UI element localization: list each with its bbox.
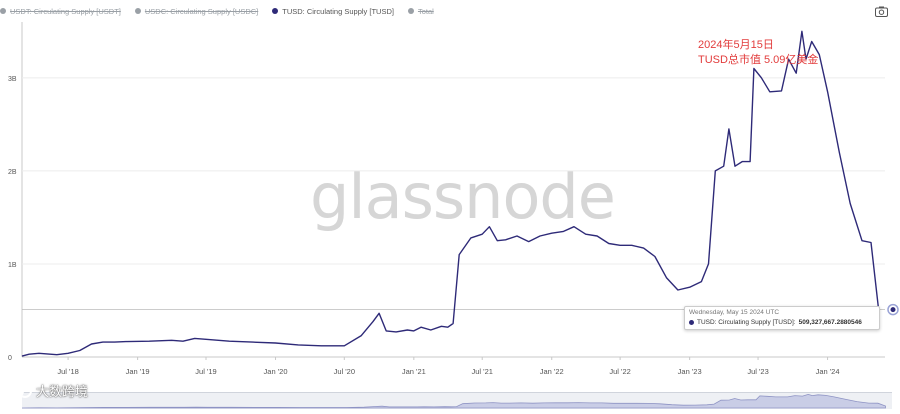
x-tick-label: Jan '24 (816, 367, 840, 376)
camera-icon[interactable] (875, 6, 888, 17)
x-tick-label: Jul '20 (334, 367, 355, 376)
legend-item-3[interactable]: Total (407, 6, 434, 16)
chart-annotation: 2024年5月15日 TUSD总市值 5.09亿美金 (698, 38, 818, 68)
chart-legend: USDT: Circulating Supply [USDT] USDC: Cir… (0, 3, 448, 19)
annotation-date: 2024年5月15日 (698, 39, 774, 51)
chart-tooltip: Wednesday, May 15 2024 UTC TUSD: Circula… (684, 306, 880, 330)
brand-name: 大数跨境 (36, 384, 89, 399)
highlight-marker-ring (887, 303, 899, 316)
x-tick-label: Jan '20 (264, 367, 288, 376)
x-tick-label: Jan '23 (678, 367, 702, 376)
y-tick-label: 0 (8, 355, 12, 362)
legend-item-0[interactable]: USDT: Circulating Supply [USDT] (0, 7, 121, 16)
legend-dot (0, 8, 6, 14)
legend-item-1[interactable]: USDC: Circulating Supply [USDC] (134, 6, 259, 16)
tooltip-series-dot (689, 320, 694, 325)
x-tick-label: Jan '21 (402, 367, 426, 376)
navigator-preview (21, 393, 886, 409)
legend-item-2[interactable]: TUSD: Circulating Supply [TUSD] (272, 7, 394, 16)
y-tick-label: 1B (8, 262, 17, 269)
legend-dot (134, 8, 141, 14)
x-tick-label: Jul '23 (747, 367, 768, 376)
tooltip-date: Wednesday, May 15 2024 UTC (689, 309, 780, 316)
x-tick-label: Jul '22 (609, 367, 630, 376)
legend-dot (272, 8, 279, 14)
highlight-marker (890, 307, 896, 313)
series-line-tusd (21, 30, 880, 357)
x-tick-label: Jan '19 (126, 367, 150, 376)
legend-label: USDC: Circulating Supply [USDC] (144, 6, 259, 16)
range-navigator[interactable] (21, 392, 892, 409)
x-tick-label: Jul '21 (471, 367, 492, 376)
brand-logo-icon (10, 383, 32, 398)
legend-dot (407, 8, 414, 14)
legend-label: Total (417, 6, 434, 16)
x-tick-label: Jan '22 (540, 367, 564, 376)
x-tick-label: Jul '19 (195, 367, 216, 376)
y-tick-label: 2B (8, 169, 17, 176)
y-tick-label: 3B (8, 76, 17, 83)
tooltip-value: 509,327,667.2880546 (798, 319, 862, 326)
chart-plot[interactable]: 0 1B 2B 3B Jul '18 Jan '19 Jul '19 Jan '20 Jul '… (0, 0, 900, 392)
legend-label: TUSD: Circulating Supply [TUSD] (282, 6, 394, 16)
annotation-note: TUSD总市值 5.09亿美金 (698, 54, 819, 66)
tooltip-row: TUSD: Circulating Supply [TUSD]: 509,327… (689, 319, 875, 326)
brand-watermark: 大数跨境 (10, 381, 88, 400)
x-tick-label: Jul '18 (57, 367, 78, 376)
legend-label: USDT: Circulating Supply [USDT] (10, 6, 121, 16)
tooltip-series-label: TUSD: Circulating Supply [TUSD]: (697, 319, 796, 326)
